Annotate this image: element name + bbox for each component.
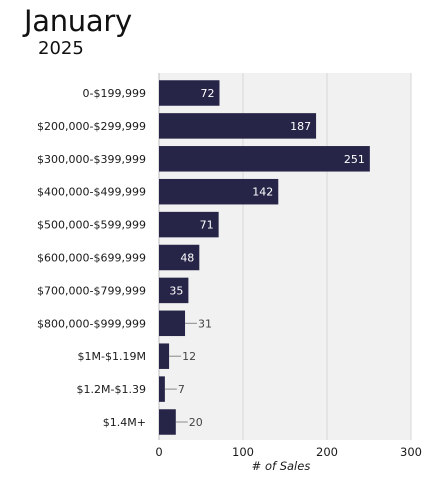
category-label: $300,000-$399,999 <box>37 153 146 166</box>
bar <box>159 343 170 369</box>
category-label: $600,000-$699,999 <box>37 252 146 265</box>
bar <box>159 376 165 402</box>
bar <box>159 310 186 337</box>
category-label: $700,000-$799,999 <box>37 284 146 297</box>
data-label: 12 <box>182 350 196 363</box>
data-label: 7 <box>178 383 185 396</box>
data-label: 48 <box>180 252 194 265</box>
data-label: 251 <box>344 153 365 166</box>
data-label: 20 <box>189 416 203 429</box>
data-label: 142 <box>252 186 273 199</box>
bar <box>159 113 317 139</box>
x-tick-label: 0 <box>155 445 162 459</box>
category-label: $1.4M+ <box>103 416 146 429</box>
bar <box>159 178 279 205</box>
bar <box>159 244 200 271</box>
category-label: $500,000-$599,999 <box>37 219 146 232</box>
data-label: 72 <box>200 87 214 100</box>
category-label: $400,000-$499,999 <box>37 186 146 199</box>
x-axis-title: # of Sales <box>252 459 311 473</box>
data-label: 71 <box>200 219 214 232</box>
data-label: 187 <box>290 120 311 133</box>
category-label: $1M-$1.19M <box>78 350 146 363</box>
category-label: $200,000-$299,999 <box>37 120 146 133</box>
bar <box>159 409 176 435</box>
chart-title: January <box>24 4 132 38</box>
bar <box>159 80 220 106</box>
x-tick-label: 100 <box>232 445 254 459</box>
category-label: $800,000-$999,999 <box>37 317 146 330</box>
category-label: 0-$199,999 <box>83 87 146 100</box>
data-label: 35 <box>169 284 183 297</box>
chart-subtitle: 2025 <box>38 38 84 59</box>
category-label: $1.2M-$1.39 <box>77 383 146 396</box>
x-tick-label: 200 <box>316 445 338 459</box>
bar <box>159 277 189 304</box>
data-label: 31 <box>198 317 212 330</box>
bar <box>159 211 219 238</box>
bar <box>159 146 370 172</box>
x-tick-label: 300 <box>400 445 422 459</box>
